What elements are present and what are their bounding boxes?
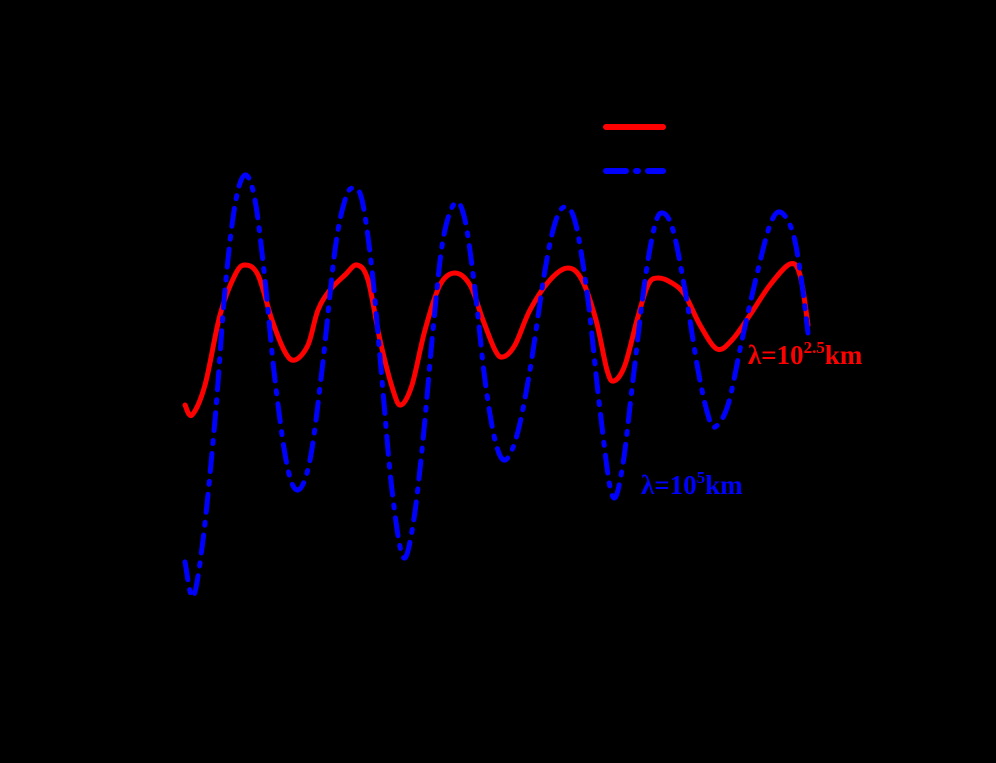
- series-layer: [182, 172, 811, 600]
- blue-label-prefix: λ=10: [641, 470, 697, 500]
- legend: [603, 124, 666, 174]
- blue-series-line: [182, 172, 811, 600]
- red-label-exponent: 2.5: [803, 338, 825, 357]
- blue-series-label: λ=105km: [641, 469, 743, 500]
- red-series-label: λ=102.5km: [748, 339, 863, 370]
- red-label-unit: km: [824, 340, 863, 370]
- blue-label-exponent: 5: [696, 468, 706, 487]
- axes: [139, 79, 841, 641]
- blue-label-unit: km: [705, 470, 743, 500]
- red-label-prefix: λ=10: [748, 340, 804, 370]
